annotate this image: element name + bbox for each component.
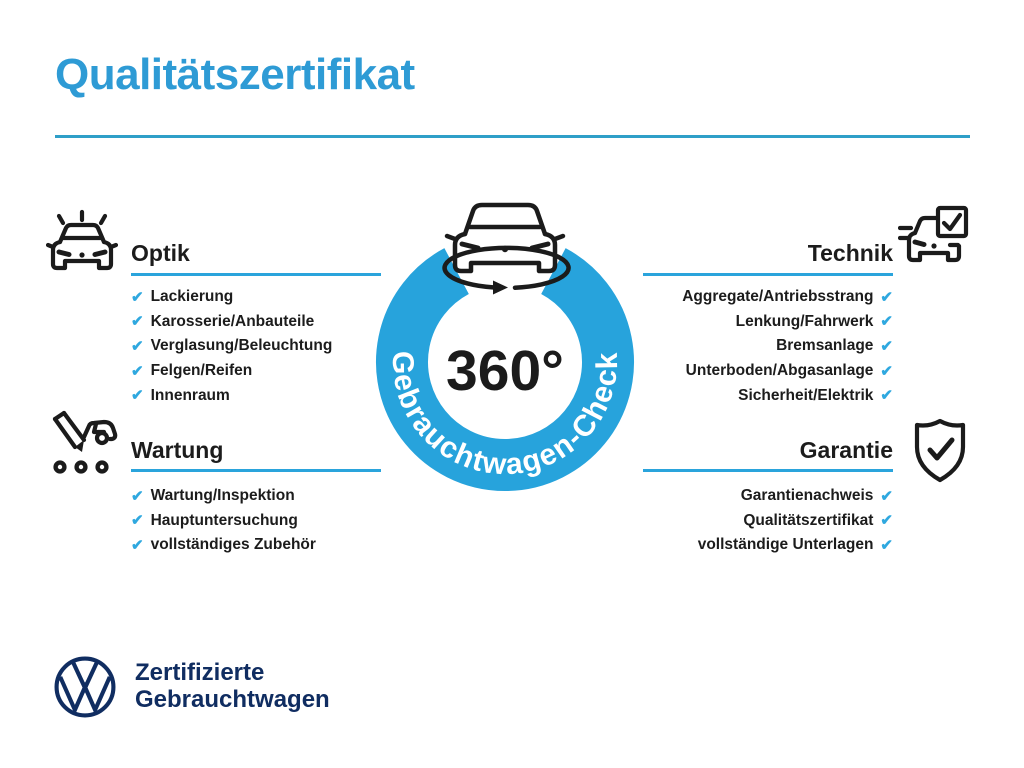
check-icon: ✔	[131, 288, 144, 306]
pencil-car-icon	[52, 410, 118, 474]
item-label: Bremsanlage	[776, 337, 874, 355]
shield-check-icon	[914, 418, 966, 483]
item-label: Unterboden/Abgasanlage	[685, 362, 874, 380]
page-title: Qualitätszertifikat	[55, 50, 415, 99]
check-icon: ✔	[131, 337, 144, 355]
list-item: ✔ Felgen/Reifen	[131, 359, 332, 384]
technik-list: Aggregate/Antriebsstrang ✔ Lenkung/Fahrw…	[682, 285, 893, 408]
garantie-list: Garantienachweis ✔ Qualitätszertifikat ✔…	[698, 484, 893, 558]
check-icon: ✔	[880, 313, 893, 331]
list-item: Qualitätszertifikat ✔	[698, 509, 893, 534]
list-item: Unterboden/Abgasanlage ✔	[682, 359, 893, 384]
check-icon: ✔	[880, 362, 893, 380]
check-icon: ✔	[880, 536, 893, 554]
badge-degrees: 360°	[446, 339, 564, 403]
list-item: Sicherheit/Elektrik ✔	[682, 383, 893, 408]
section-title-optik: Optik	[131, 240, 190, 266]
list-item: Lenkung/Fahrwerk ✔	[682, 310, 893, 335]
list-item: ✔ Innenraum	[131, 383, 332, 408]
item-label: Wartung/Inspektion	[150, 487, 295, 505]
check-icon: ✔	[880, 512, 893, 530]
optik-list: ✔ Lackierung ✔ Karosserie/Anbauteile ✔ V…	[131, 285, 332, 408]
garantie-underline	[643, 469, 893, 472]
item-label: Lenkung/Fahrwerk	[735, 312, 874, 330]
item-label: Hauptuntersuchung	[150, 511, 298, 529]
section-title-wartung: Wartung	[131, 437, 224, 463]
list-item: vollständige Unterlagen ✔	[698, 533, 893, 558]
check-icon: ✔	[131, 487, 144, 505]
footer-line2: Gebrauchtwagen	[135, 686, 330, 713]
technik-underline	[643, 273, 893, 276]
list-item: ✔ Karosserie/Anbauteile	[131, 310, 332, 335]
list-item: Aggregate/Antriebsstrang ✔	[682, 285, 893, 310]
wartung-underline	[131, 469, 381, 472]
footer-claim: Zertifizierte Gebrauchtwagen	[135, 659, 330, 713]
check-icon: ✔	[880, 337, 893, 355]
vw-logo	[54, 656, 116, 718]
item-label: Qualitätszertifikat	[743, 511, 874, 529]
item-label: Lackierung	[150, 288, 234, 306]
check-icon: ✔	[131, 313, 144, 331]
check-icon: ✔	[131, 512, 144, 530]
footer-line1: Zertifizierte	[135, 659, 265, 686]
check-icon: ✔	[131, 362, 144, 380]
check-icon: ✔	[880, 387, 893, 405]
header-divider	[55, 135, 970, 138]
list-item: ✔ Wartung/Inspektion	[131, 484, 316, 509]
list-item: ✔ vollständiges Zubehör	[131, 533, 316, 558]
list-item: ✔ Verglasung/Beleuchtung	[131, 334, 332, 359]
list-item: Bremsanlage ✔	[682, 334, 893, 359]
section-title-garantie: Garantie	[799, 437, 893, 463]
item-label: Garantienachweis	[740, 487, 874, 505]
section-title-technik: Technik	[807, 240, 893, 266]
item-label: vollständige Unterlagen	[697, 536, 874, 554]
sparkle-car-icon	[46, 209, 118, 271]
rotating-car-icon	[442, 202, 571, 295]
list-item: ✔ Hauptuntersuchung	[131, 509, 316, 534]
optik-underline	[131, 273, 381, 276]
check-icon: ✔	[880, 288, 893, 306]
item-label: Karosserie/Anbauteile	[150, 312, 315, 330]
item-label: Verglasung/Beleuchtung	[150, 337, 333, 355]
badge-ring	[376, 248, 634, 491]
check-icon: ✔	[880, 487, 893, 505]
item-label: Aggregate/Antriebsstrang	[682, 288, 874, 306]
item-label: Innenraum	[150, 386, 230, 404]
list-item: Garantienachweis ✔	[698, 484, 893, 509]
item-label: Sicherheit/Elektrik	[738, 386, 874, 404]
wartung-list: ✔ Wartung/Inspektion ✔ Hauptuntersuchung…	[131, 484, 316, 558]
360-check-badge: Gebrauchtwagen-Check 360°	[376, 202, 634, 491]
check-icon: ✔	[131, 387, 144, 405]
list-item: ✔ Lackierung	[131, 285, 332, 310]
item-label: vollständiges Zubehör	[150, 536, 316, 554]
item-label: Felgen/Reifen	[150, 362, 253, 380]
car-checkbox-icon	[898, 205, 969, 263]
check-icon: ✔	[131, 536, 144, 554]
